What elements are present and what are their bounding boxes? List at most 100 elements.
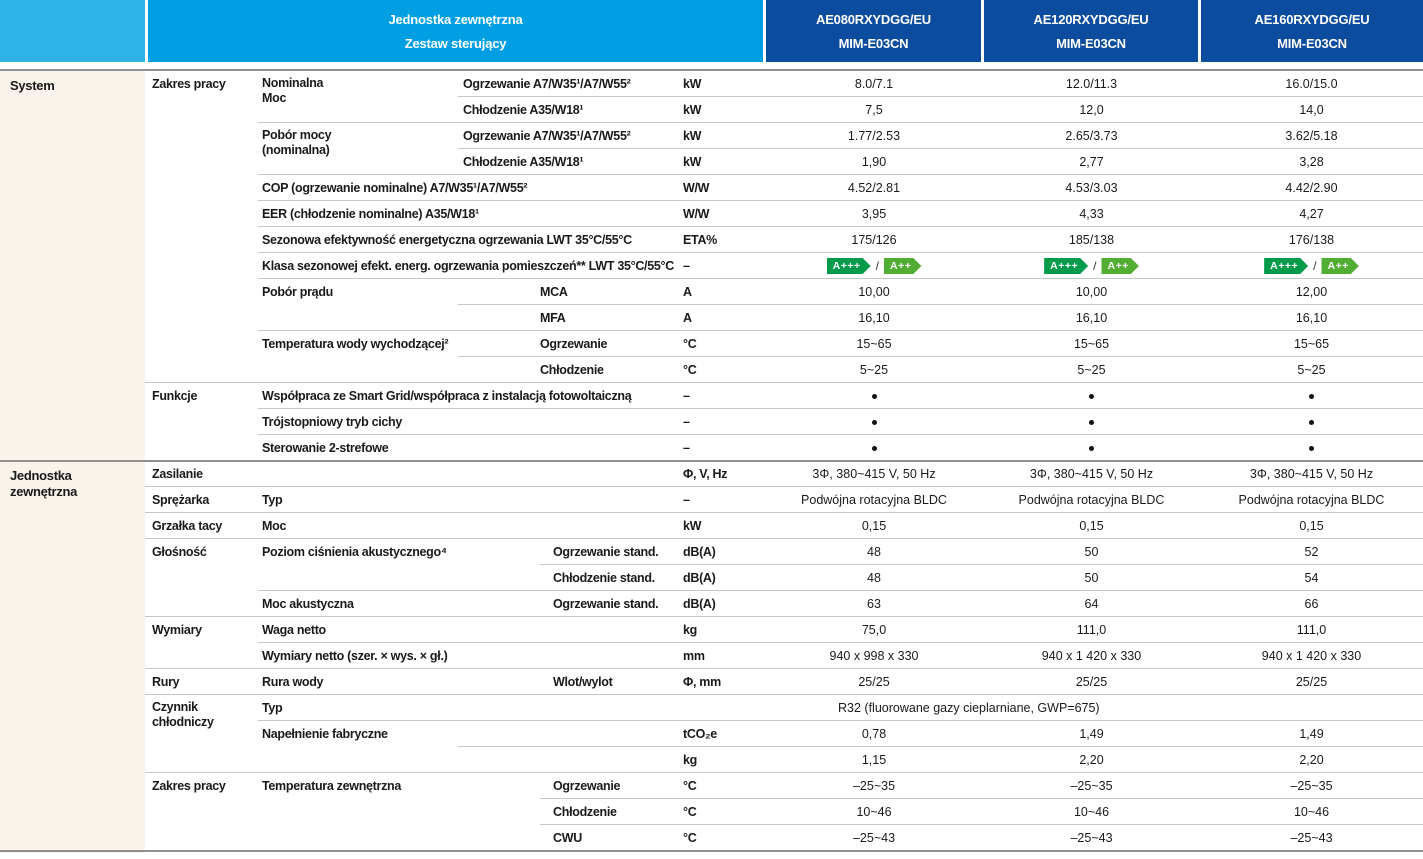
table-row: Zakres pracy Temperatura zewnętrzna Ogrzew… <box>0 773 1423 799</box>
model-name: AE080RXYDGG/EU <box>816 11 931 27</box>
value-cell: 16,10 <box>1075 311 1108 325</box>
value-cell: 12,0 <box>1079 103 1104 117</box>
value-cell: 16,10 <box>858 311 890 325</box>
value-cell: 14,0 <box>1299 103 1324 117</box>
sub-label: Wlot/wylot <box>553 675 613 689</box>
row-divider <box>258 720 1423 721</box>
value-cell: –25~35 <box>852 779 896 793</box>
param-label: Typ <box>262 493 283 507</box>
param-label: Sezonowa efektywność energetyczna ogrzew… <box>262 233 632 247</box>
value-cell: 12.0/11.3 <box>1065 77 1118 91</box>
value-cell: Podwójna rotacyjna BLDC <box>1018 493 1165 507</box>
param-label: Typ <box>262 701 283 715</box>
value-cell: –25~43 <box>1290 831 1333 845</box>
unit-label: dB(A) <box>683 571 716 585</box>
value-cell: 5~25 <box>859 363 889 377</box>
unit-label: °C <box>683 337 697 351</box>
value-cell: 7,5 <box>865 103 883 117</box>
value-cell: 1,49 <box>1079 727 1104 741</box>
row-divider <box>145 694 1423 695</box>
feature-bullet-icon <box>1089 394 1094 400</box>
value-cell: 63 <box>867 597 881 611</box>
sub-label: MCA <box>540 285 568 299</box>
value-cell-span: R32 (fluorowane gazy cieplarniane, GWP=6… <box>838 701 1100 715</box>
unit-label: – <box>683 389 690 403</box>
value-cell: 3Φ, 380~415 V, 50 Hz <box>1029 467 1154 481</box>
value-cell: –25~35 <box>1070 779 1113 793</box>
row-divider <box>258 226 1423 227</box>
row-divider <box>258 642 1423 643</box>
row-divider <box>258 200 1423 201</box>
unit-label: Φ, V, Hz <box>683 467 728 481</box>
table-row: Pobór mocy (nominalna) Ogrzewanie A7/W35¹… <box>0 123 1423 157</box>
model-header: AE160RXYDGG/EU MIM-E03CN <box>1201 0 1423 62</box>
value-cell: 10,00 <box>1075 285 1108 299</box>
table-row: Moc akustyczna Ogrzewanie stand. dB(A) 63 64… <box>0 591 1423 617</box>
table-row: Funkcje Współpraca ze Smart Grid/współpra… <box>0 383 1423 409</box>
unit-label: °C <box>683 805 697 819</box>
row-divider <box>145 538 1423 539</box>
value-cell: 111,0 <box>1296 623 1327 637</box>
energy-class-badge: A++ <box>1321 258 1358 274</box>
unit-label: W/W <box>683 181 710 195</box>
value-cell: 10,00 <box>858 285 890 299</box>
param-label: Pobór mocy (nominalna) <box>262 128 332 157</box>
table-row: Czynnik chłodniczy Typ R32 (fluorowane gaz… <box>0 695 1423 729</box>
param-label: Klasa sezonowej efekt. energ. ogrzewania… <box>262 259 674 273</box>
row-divider <box>0 850 1423 852</box>
param-label: Waga netto <box>262 623 326 637</box>
table-row: CWU °C –25~43 –25~43 –25~43 <box>0 825 1423 851</box>
value-cell: 16.0/15.0 <box>1285 77 1338 91</box>
table-row: Wymiary Waga netto kg 75,0 111,0 111,0 <box>0 617 1423 643</box>
sub-label: CWU <box>553 831 582 845</box>
value-cell: 940 x 1 420 x 330 <box>1261 649 1362 663</box>
sub-label: Ogrzewanie stand. <box>553 545 659 559</box>
value-cell <box>983 409 1200 435</box>
feature-bullet-icon <box>871 446 877 452</box>
value-cell: 48 <box>867 571 881 585</box>
feature-bullet-icon <box>1309 394 1314 400</box>
table-row: Zasilanie Φ, V, Hz 3Φ, 380~415 V, 50 Hz 3Φ,… <box>0 461 1423 487</box>
sub-label: Ogrzewanie <box>540 337 608 351</box>
param-label: Wymiary netto (szer. × wys. × gł.) <box>262 649 448 663</box>
value-cell: 2,20 <box>1299 753 1324 767</box>
param-label: Pobór prądu <box>262 285 334 299</box>
row-divider <box>145 512 1423 513</box>
param-label: Sterowanie 2-strefowe <box>262 441 389 455</box>
unit-label: kg <box>683 753 697 767</box>
energy-class-badge: A+++ <box>1044 258 1088 274</box>
value-cell: 940 x 998 x 330 <box>829 649 919 663</box>
value-cell: 66 <box>1304 597 1319 611</box>
control-kit-title: Zestaw sterujący <box>404 35 507 51</box>
value-cell: –25~43 <box>852 831 896 845</box>
param-label: COP (ogrzewanie nominalne) A7/W35¹/A7/W5… <box>262 181 528 195</box>
energy-class-badge: A++ <box>1101 258 1138 274</box>
unit-label: – <box>683 415 690 429</box>
value-cell: 1,49 <box>1299 727 1324 741</box>
row-divider <box>145 772 1423 773</box>
row-divider <box>258 252 1423 253</box>
row-divider <box>458 746 1423 747</box>
group-label: Czynnik chłodniczy <box>152 700 214 729</box>
value-cell: 185/138 <box>1068 233 1115 247</box>
outdoor-unit-header: Jednostka zewnętrzna Zestaw sterujący <box>148 0 763 62</box>
table-row: Głośność Poziom ciśnienia akustycznego⁴ Og… <box>0 539 1423 565</box>
unit-label: °C <box>683 831 697 845</box>
sub-label: Ogrzewanie A7/W35¹/A7/W55² <box>463 129 631 143</box>
energy-class-badge: A++ <box>884 258 921 274</box>
table-row: kg 1,15 2,20 2,20 <box>0 747 1423 773</box>
table-row: Sterowanie 2-strefowe – <box>0 435 1423 461</box>
value-cell: 5~25 <box>1077 363 1106 377</box>
group-label: Rury <box>152 675 180 689</box>
value-cell: 50 <box>1084 545 1099 559</box>
value-cell: 50 <box>1084 571 1099 585</box>
model-controller: MIM-E03CN <box>1056 35 1126 51</box>
unit-label: – <box>683 441 690 455</box>
table-row: Wymiary netto (szer. × wys. × gł.) mm 940 … <box>0 643 1423 669</box>
value-cell: 64 <box>1084 597 1099 611</box>
feature-bullet-icon <box>1309 420 1314 426</box>
group-label: Funkcje <box>152 389 198 403</box>
badge-separator: / <box>1093 259 1097 273</box>
section-label: Jednostka zewnętrzna <box>10 468 78 499</box>
